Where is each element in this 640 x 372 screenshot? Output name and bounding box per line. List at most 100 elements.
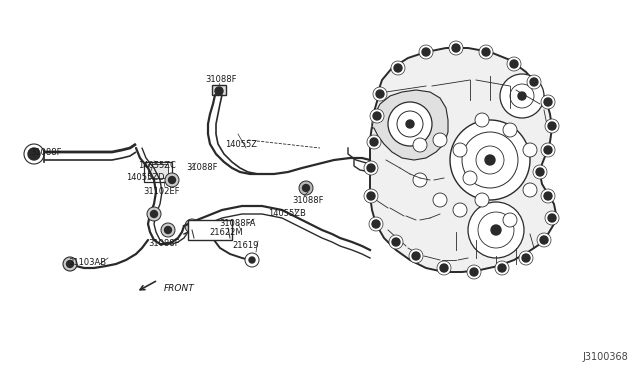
Circle shape — [485, 155, 495, 165]
Circle shape — [437, 261, 451, 275]
Bar — [148, 164, 168, 178]
Circle shape — [391, 61, 405, 75]
Circle shape — [245, 253, 259, 267]
Circle shape — [367, 135, 381, 149]
Circle shape — [168, 176, 175, 183]
Circle shape — [503, 213, 517, 227]
Circle shape — [372, 220, 380, 228]
Circle shape — [67, 260, 74, 267]
Circle shape — [161, 223, 175, 237]
Circle shape — [164, 227, 172, 234]
Circle shape — [523, 183, 537, 197]
Polygon shape — [372, 90, 448, 160]
Circle shape — [147, 207, 161, 221]
Circle shape — [507, 57, 521, 71]
Circle shape — [475, 113, 489, 127]
Circle shape — [397, 111, 423, 137]
Circle shape — [548, 122, 556, 130]
Circle shape — [510, 60, 518, 68]
Circle shape — [527, 75, 541, 89]
Circle shape — [388, 102, 432, 146]
Circle shape — [392, 238, 400, 246]
Circle shape — [452, 44, 460, 52]
Text: 31088F: 31088F — [30, 148, 61, 157]
Circle shape — [519, 251, 533, 265]
Circle shape — [510, 84, 534, 108]
Circle shape — [373, 112, 381, 120]
Circle shape — [522, 254, 530, 262]
Text: 31088F: 31088F — [148, 239, 179, 248]
Circle shape — [419, 45, 433, 59]
Circle shape — [413, 173, 427, 187]
Circle shape — [544, 146, 552, 154]
Text: 31088F: 31088F — [186, 163, 218, 172]
Circle shape — [370, 109, 384, 123]
Circle shape — [541, 189, 555, 203]
Circle shape — [413, 138, 427, 152]
Circle shape — [470, 268, 478, 276]
Circle shape — [491, 225, 501, 235]
Text: FRONT: FRONT — [164, 284, 195, 293]
Text: 31088FA: 31088FA — [219, 219, 255, 228]
Circle shape — [544, 192, 552, 200]
Circle shape — [503, 123, 517, 137]
Circle shape — [63, 257, 77, 271]
Circle shape — [462, 132, 518, 188]
Circle shape — [409, 249, 423, 263]
Circle shape — [463, 171, 477, 185]
Text: 21619: 21619 — [232, 241, 259, 250]
Text: 31088F: 31088F — [205, 75, 237, 84]
Circle shape — [545, 119, 559, 133]
Circle shape — [482, 48, 490, 56]
Circle shape — [475, 193, 489, 207]
Circle shape — [449, 41, 463, 55]
Text: 31088F: 31088F — [292, 196, 323, 205]
Circle shape — [536, 168, 544, 176]
Circle shape — [412, 252, 420, 260]
Circle shape — [500, 74, 544, 118]
Circle shape — [523, 143, 537, 157]
Circle shape — [533, 165, 547, 179]
Text: 21622M: 21622M — [209, 228, 243, 237]
Circle shape — [364, 161, 378, 175]
Text: 14055ZB: 14055ZB — [268, 209, 306, 218]
Circle shape — [541, 143, 555, 157]
Circle shape — [468, 202, 524, 258]
Circle shape — [479, 45, 493, 59]
Circle shape — [406, 120, 414, 128]
Circle shape — [389, 235, 403, 249]
Circle shape — [495, 261, 509, 275]
Circle shape — [453, 203, 467, 217]
Circle shape — [422, 48, 430, 56]
Circle shape — [215, 87, 223, 95]
Circle shape — [433, 193, 447, 207]
Circle shape — [450, 120, 530, 200]
Circle shape — [24, 144, 44, 164]
Circle shape — [476, 146, 504, 174]
Circle shape — [373, 87, 387, 101]
Circle shape — [498, 264, 506, 272]
Circle shape — [433, 133, 447, 147]
Circle shape — [369, 217, 383, 231]
Circle shape — [453, 143, 467, 157]
Circle shape — [189, 222, 195, 230]
Circle shape — [541, 95, 555, 109]
Text: J3100368: J3100368 — [582, 352, 628, 362]
Circle shape — [249, 257, 255, 263]
Text: 14055ZD: 14055ZD — [126, 173, 164, 182]
Text: 31103AB: 31103AB — [68, 258, 106, 267]
Circle shape — [303, 185, 310, 192]
Circle shape — [540, 236, 548, 244]
Circle shape — [394, 64, 402, 72]
Polygon shape — [370, 48, 556, 272]
Circle shape — [165, 173, 179, 187]
Text: 14055Z: 14055Z — [225, 140, 257, 149]
Circle shape — [545, 211, 559, 225]
Bar — [212, 85, 226, 95]
Circle shape — [530, 78, 538, 86]
Circle shape — [370, 138, 378, 146]
Circle shape — [440, 264, 448, 272]
Circle shape — [518, 92, 526, 100]
Bar — [188, 220, 232, 240]
Circle shape — [28, 148, 40, 160]
